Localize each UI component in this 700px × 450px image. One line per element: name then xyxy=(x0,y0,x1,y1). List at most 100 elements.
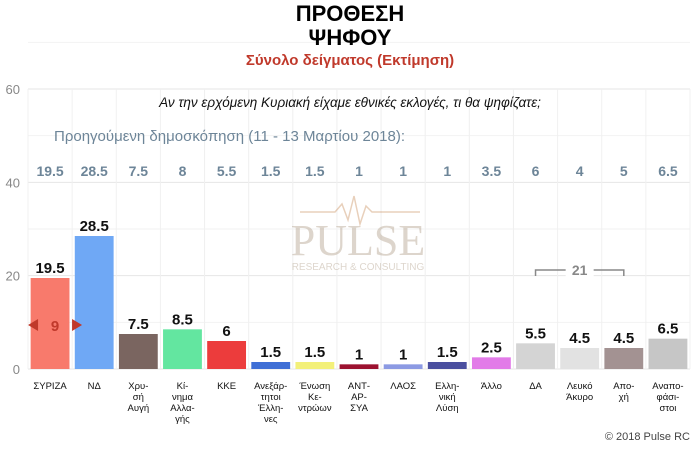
chart-subtitle: Σύνολο δείγματος (Εκτίμηση) xyxy=(245,52,455,69)
bar xyxy=(118,334,158,369)
category-label-line: Αλλα- xyxy=(170,403,194,414)
survey-question: Αν την ερχόμενη Κυριακή είχαμε εθνικές ε… xyxy=(159,95,541,110)
y-tick-label: 20 xyxy=(6,269,20,284)
category-label-line: ΣΥΑ xyxy=(350,403,369,414)
previous-value-label: 5.5 xyxy=(217,163,237,179)
previous-value-label: 7.5 xyxy=(129,163,149,179)
category-label: ΔΑ xyxy=(529,381,542,392)
y-tick-label: 0 xyxy=(13,362,20,377)
bar-value-label: 6.5 xyxy=(658,321,679,338)
category-label-line: νημα xyxy=(172,392,194,403)
gap-arrow-right-icon xyxy=(72,319,83,331)
watermark-brand: PULSE xyxy=(291,216,425,265)
category-label: Αναπο-φάσι-στοι xyxy=(652,381,683,414)
category-label-line: Χρυ- xyxy=(128,381,148,392)
group-bracket-label: 21 xyxy=(572,262,588,278)
category-label-line: ΝΔ xyxy=(88,381,102,392)
gap-arrow-left-icon xyxy=(28,319,39,331)
y-axis: 0 20 40 60 xyxy=(6,82,20,377)
chart-title-line-2: ΨΗΦΟΥ xyxy=(308,25,392,50)
category-label-line: νες xyxy=(264,414,278,425)
previous-value-label: 1.5 xyxy=(305,163,325,179)
category-label: Ανεξάρ-τητοι Έλλη-νες xyxy=(254,381,287,425)
previous-value-label: 28.5 xyxy=(81,163,108,179)
previous-poll-title: Προηγούμενη δημοσκόπηση (11 - 13 Μαρτίου… xyxy=(54,128,406,145)
bar xyxy=(516,343,555,369)
category-label: Κί-νημα Αλλα-γής xyxy=(170,381,194,425)
category-label-line: Κί- xyxy=(177,381,189,392)
category-label-line: Λευκό xyxy=(567,381,593,392)
category-label: ΣΥΡΙΖΑ xyxy=(33,381,67,392)
previous-value-label: 19.5 xyxy=(36,163,63,179)
category-label-line: ΑΝΤ- xyxy=(348,381,370,392)
gap-annotation-label: 9 xyxy=(51,318,59,335)
bar xyxy=(427,362,467,369)
bar-value-label: 1.5 xyxy=(260,344,281,361)
bar-value-label: 1.5 xyxy=(437,344,458,361)
category-label: ΛΑΟΣ xyxy=(390,381,416,392)
previous-value-label: 1 xyxy=(399,163,407,179)
group-bracket-label-bg xyxy=(565,260,594,278)
previous-value-label: 4 xyxy=(576,163,584,179)
category-label: ΝΔ xyxy=(88,381,102,392)
chart-title-line-1: ΠΡΟΘΕΣΗ xyxy=(295,1,405,26)
bar xyxy=(471,357,511,369)
category-label-line: ΚΚΕ xyxy=(217,381,236,392)
category-label-line: Άκυρο xyxy=(566,392,593,403)
category-label: ΑΝΤ-ΑΡ-ΣΥΑ xyxy=(348,381,370,414)
category-label: Χρυ-σή Αυγή xyxy=(128,381,150,414)
pulse-watermark: PULSE RESEARCH & CONSULTING xyxy=(291,195,425,273)
watermark-pulse-line xyxy=(300,195,420,227)
category-label-line: Ανεξάρ- xyxy=(254,381,287,392)
bar xyxy=(648,338,688,369)
category-label-line: Κε- xyxy=(308,392,322,403)
previous-value-label: 6 xyxy=(532,163,540,179)
bar xyxy=(207,341,247,369)
annotations: 9 21 xyxy=(28,260,625,335)
category-label-line: σή xyxy=(133,392,144,403)
category-labels: ΣΥΡΙΖΑ ΝΔ Χρυ-σή Αυγή Κί-νημα Αλλα-γής ΚΚΕ Ανεξ… xyxy=(33,381,683,425)
category-label-line: τητοι xyxy=(261,392,281,403)
bars xyxy=(30,236,688,369)
bar-value-label: 7.5 xyxy=(128,316,149,333)
bar-value-label: 1.5 xyxy=(304,344,325,361)
category-label-line: νική xyxy=(439,392,456,403)
bar-value-label: 1 xyxy=(399,346,407,363)
category-label-line: φάσι- xyxy=(657,392,680,403)
previous-value-label: 1 xyxy=(355,163,363,179)
bar-value-label: 4.5 xyxy=(569,330,590,347)
bar xyxy=(383,364,423,369)
bar xyxy=(295,362,335,369)
category-label-line: Ένωση xyxy=(298,381,330,392)
previous-value-label: 6.5 xyxy=(658,163,678,179)
previous-value-label: 1.5 xyxy=(261,163,281,179)
category-label-line: Έλλη- xyxy=(257,403,283,414)
category-label: Ένωση Κε-ντρώων xyxy=(298,381,332,414)
category-label-line: Απο- xyxy=(613,381,634,392)
category-label-line: Αναπο- xyxy=(652,381,683,392)
category-label-line: Λύση xyxy=(436,403,459,414)
category-label-line: Ελλη- xyxy=(435,381,459,392)
category-label-line: Άλλο xyxy=(481,381,502,392)
value-labels: 19.5 28.5 7.5 8.5 6 1.5 1.5 1 1 1.5 2.5 5.5 4.5 4.5 6.… xyxy=(35,218,678,363)
category-label: Ελλη-νική Λύση xyxy=(435,381,459,414)
category-label-line: στοι xyxy=(659,403,676,414)
bar xyxy=(560,348,600,369)
category-label-line: ΔΑ xyxy=(529,381,542,392)
bar-value-label: 4.5 xyxy=(613,330,634,347)
category-label-line: γής xyxy=(175,414,190,425)
category-label: Λευκό Άκυρο xyxy=(566,381,593,403)
category-label-line: ΛΑΟΣ xyxy=(390,381,416,392)
bar xyxy=(74,236,114,369)
bar-value-label: 2.5 xyxy=(481,339,502,356)
copyright: © 2018 Pulse RC xyxy=(604,431,690,443)
watermark-tagline: RESEARCH & CONSULTING xyxy=(292,262,425,273)
bar-value-label: 8.5 xyxy=(172,311,193,328)
bar-value-label: 28.5 xyxy=(80,218,109,235)
bar xyxy=(339,364,379,369)
previous-poll-values: 19.5 28.5 7.5 8 5.5 1.5 1.5 1 1 1 3.5 6 4 5 6.5 xyxy=(36,163,677,179)
category-label-line: χή xyxy=(619,392,629,403)
previous-value-label: 1 xyxy=(443,163,451,179)
category-label: Άλλο xyxy=(481,381,502,392)
